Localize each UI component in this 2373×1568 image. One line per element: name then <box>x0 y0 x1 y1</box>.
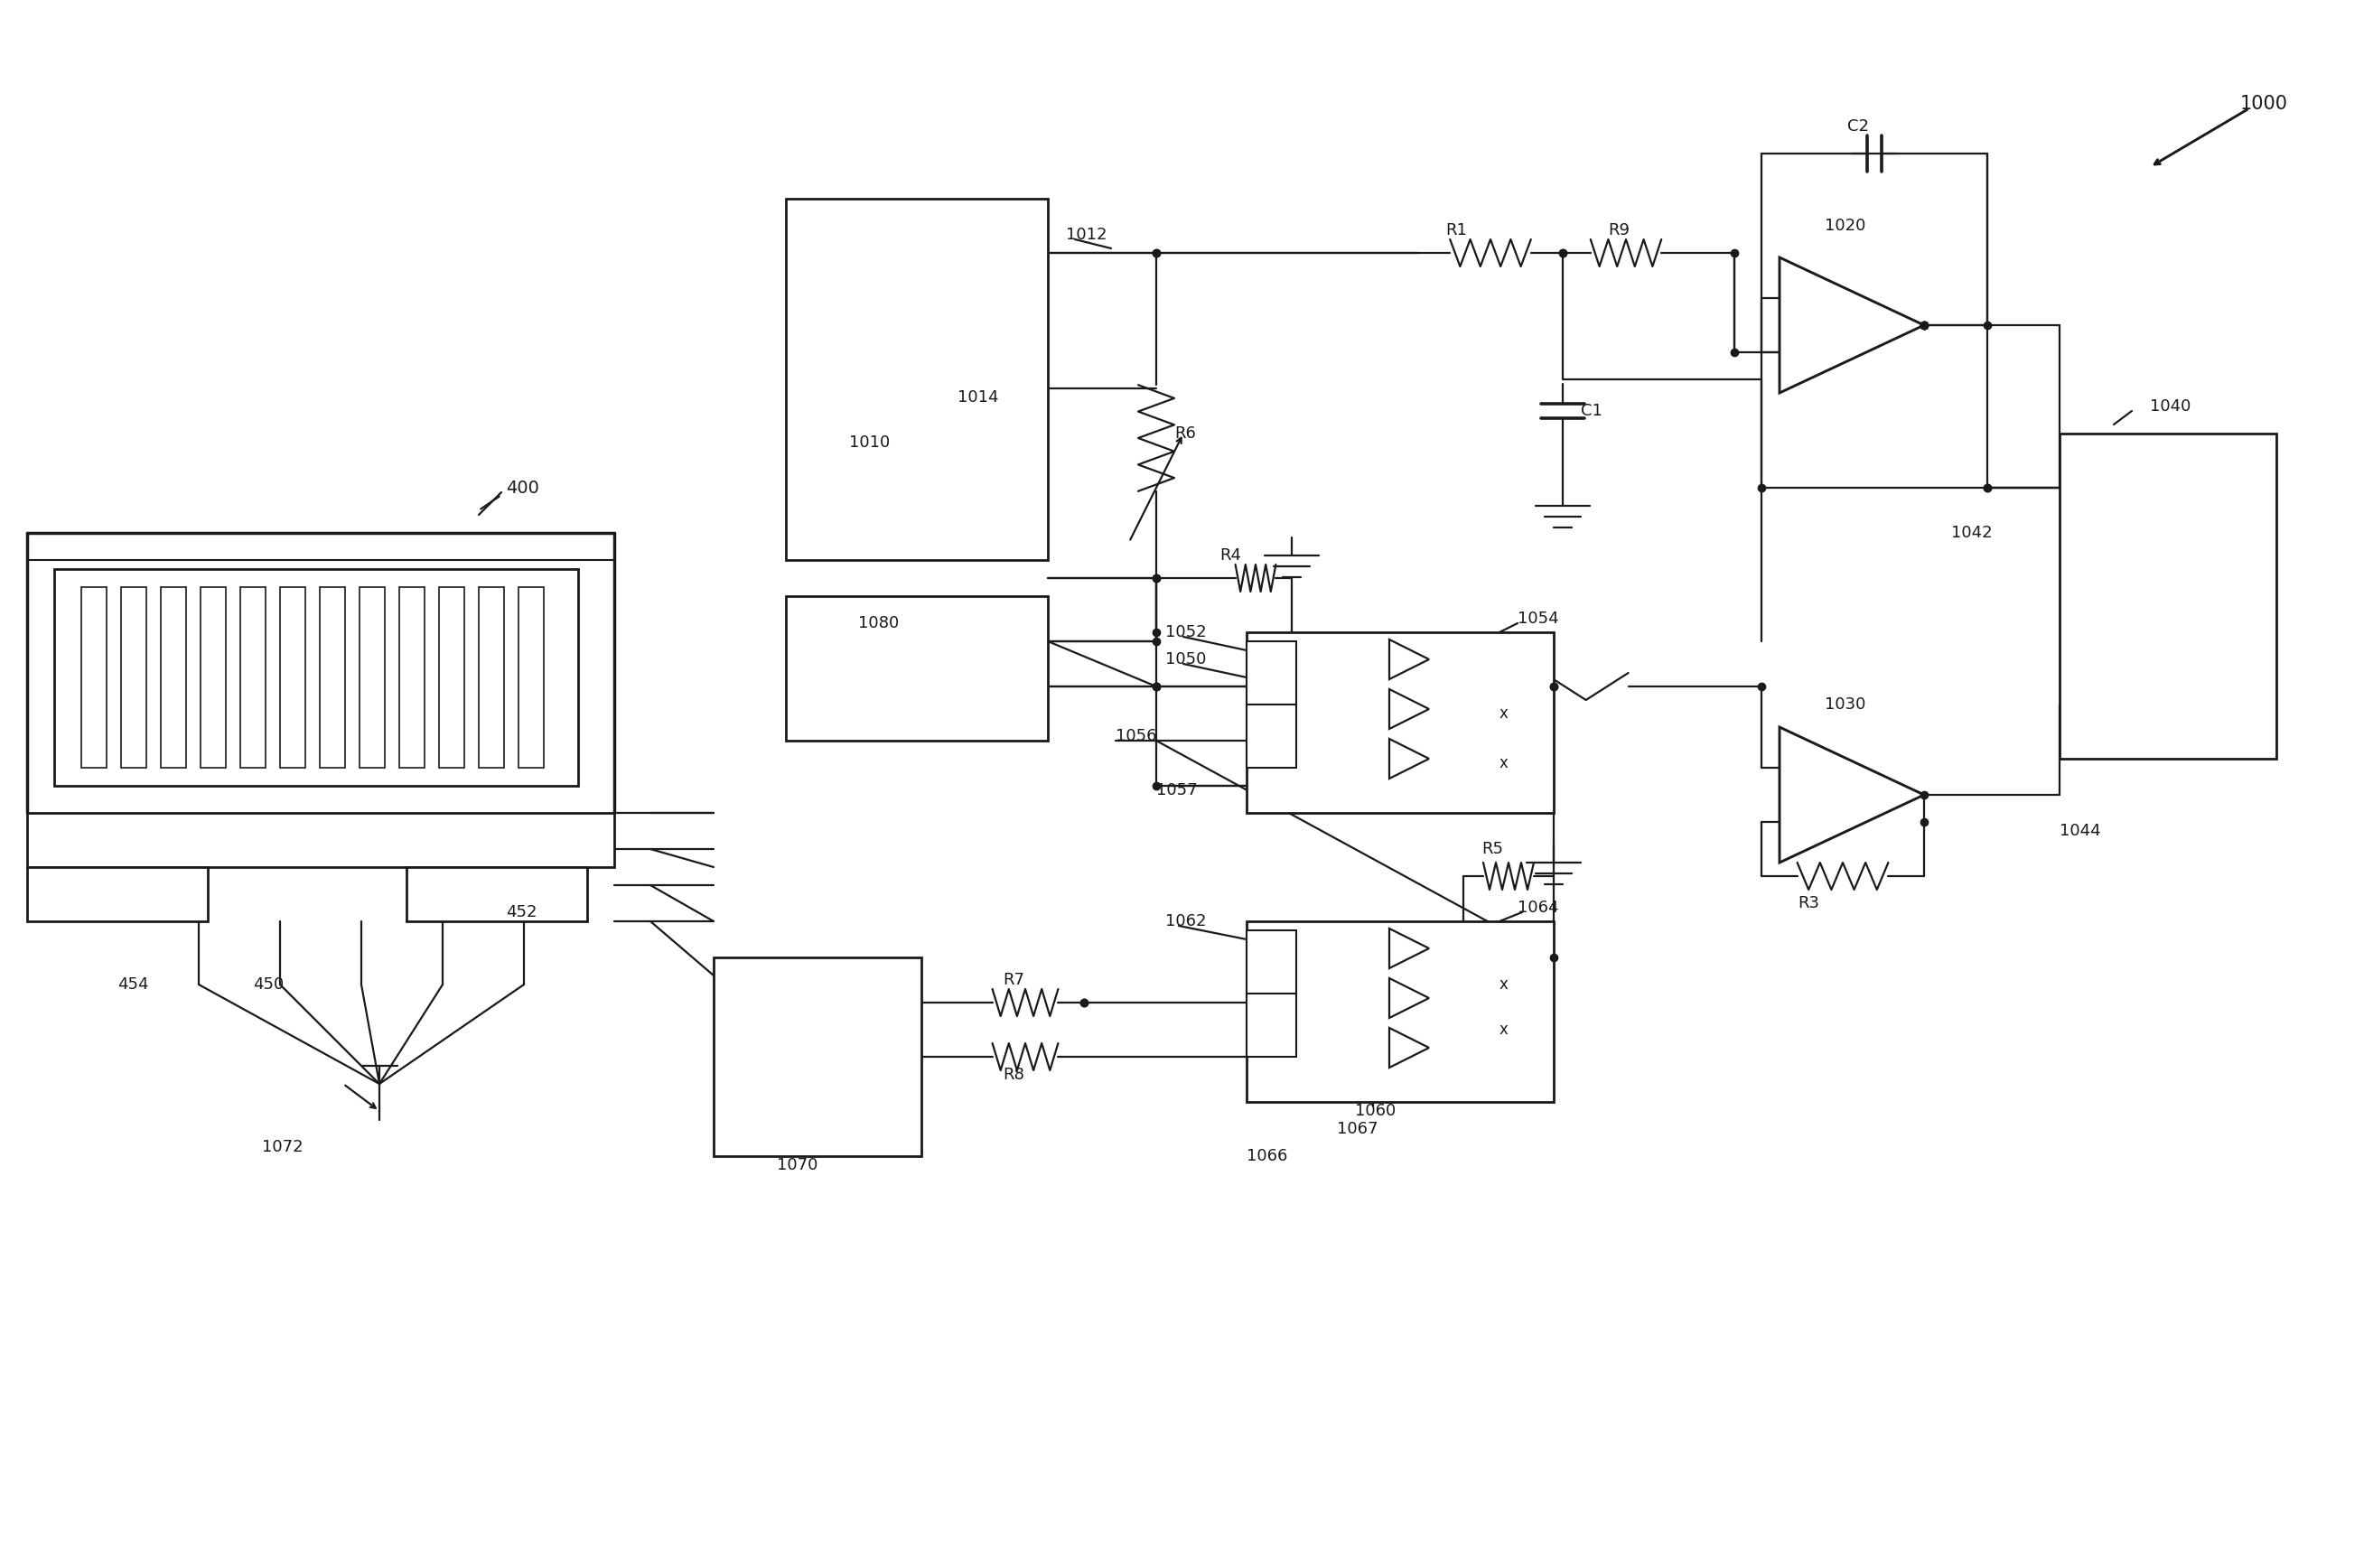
Text: R2: R2 <box>1410 655 1431 673</box>
Bar <box>714 958 921 1156</box>
Text: +: + <box>1794 811 1806 826</box>
Bar <box>785 596 1049 740</box>
Text: x: x <box>1500 706 1509 721</box>
Text: 1010: 1010 <box>850 434 890 450</box>
Bar <box>1246 930 1296 994</box>
Bar <box>81 586 107 768</box>
Text: 450: 450 <box>254 977 285 993</box>
Bar <box>121 586 147 768</box>
Text: x: x <box>1500 756 1509 771</box>
Bar <box>240 586 266 768</box>
Text: −: − <box>1794 293 1806 309</box>
Polygon shape <box>1388 739 1429 779</box>
Text: 1000: 1000 <box>2240 94 2288 113</box>
Text: 1062: 1062 <box>1165 913 1205 930</box>
Text: R3: R3 <box>1799 895 1820 911</box>
Polygon shape <box>1388 978 1429 1018</box>
Text: 1020: 1020 <box>1825 218 1865 234</box>
Bar <box>479 586 503 768</box>
Bar <box>399 586 425 768</box>
Text: R6: R6 <box>1175 425 1196 442</box>
Text: 1052: 1052 <box>1165 624 1205 640</box>
Polygon shape <box>1780 257 1925 394</box>
Text: 1066: 1066 <box>1246 1148 1289 1165</box>
Text: +: + <box>1794 340 1806 358</box>
Text: 452: 452 <box>505 905 536 920</box>
Text: 1054: 1054 <box>1519 610 1559 627</box>
Polygon shape <box>1388 640 1429 679</box>
Text: 1060: 1060 <box>1355 1102 1395 1120</box>
Bar <box>406 867 586 922</box>
Bar <box>361 586 384 768</box>
Bar <box>1246 994 1296 1057</box>
Text: 1070: 1070 <box>776 1157 819 1173</box>
Text: 1057: 1057 <box>1156 782 1198 798</box>
Text: 1056: 1056 <box>1115 728 1156 745</box>
Polygon shape <box>1388 928 1429 969</box>
Bar <box>161 586 185 768</box>
Text: 1014: 1014 <box>959 389 999 406</box>
Text: 1064: 1064 <box>1519 900 1559 916</box>
Text: 1030: 1030 <box>1825 696 1865 712</box>
Text: R9: R9 <box>1609 223 1630 238</box>
Bar <box>1246 922 1554 1102</box>
Text: 1072: 1072 <box>261 1138 304 1156</box>
Polygon shape <box>1388 690 1429 729</box>
Text: R1: R1 <box>1445 223 1467 238</box>
Text: C1: C1 <box>1580 403 1602 419</box>
Text: x: x <box>1500 977 1509 993</box>
Text: 1067: 1067 <box>1336 1121 1379 1137</box>
Text: 400: 400 <box>505 480 539 497</box>
Text: 454: 454 <box>116 977 149 993</box>
Text: −: − <box>1794 764 1806 779</box>
Text: 1042: 1042 <box>1951 525 1993 541</box>
Text: 1044: 1044 <box>2060 823 2100 839</box>
Bar <box>785 199 1049 560</box>
Bar <box>2060 433 2276 759</box>
Bar <box>202 586 225 768</box>
Text: x: x <box>1500 1021 1509 1038</box>
Text: 1040: 1040 <box>2150 398 2190 414</box>
Bar <box>439 586 465 768</box>
Text: R7: R7 <box>1004 972 1025 988</box>
Text: 1050: 1050 <box>1165 651 1205 668</box>
Text: C2: C2 <box>1846 118 1870 135</box>
Bar <box>1246 704 1296 768</box>
Bar <box>320 586 344 768</box>
Text: 1080: 1080 <box>859 615 899 632</box>
Bar <box>26 867 209 922</box>
Bar <box>520 586 543 768</box>
Bar <box>55 569 579 786</box>
Text: R4: R4 <box>1220 547 1241 563</box>
Polygon shape <box>1780 728 1925 862</box>
Text: R5: R5 <box>1481 840 1502 858</box>
Bar <box>1246 632 1554 812</box>
Bar <box>1246 641 1296 704</box>
Bar <box>280 586 306 768</box>
Text: R8: R8 <box>1004 1066 1025 1083</box>
Bar <box>26 812 615 867</box>
Text: 1012: 1012 <box>1065 227 1108 243</box>
Polygon shape <box>1388 1029 1429 1068</box>
